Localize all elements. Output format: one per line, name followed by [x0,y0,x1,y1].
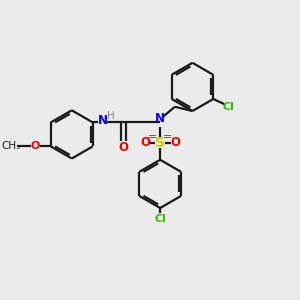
Text: H: H [106,111,114,121]
Text: =: = [148,132,158,142]
Text: N: N [155,112,165,125]
Text: N: N [98,114,108,128]
Text: O: O [170,136,180,149]
Text: Cl: Cl [222,102,234,112]
Text: Cl: Cl [154,214,166,224]
Text: S: S [155,136,165,150]
Text: CH₃: CH₃ [2,142,21,152]
Text: =: = [163,132,172,142]
Text: O: O [31,142,40,152]
Text: O: O [140,136,150,149]
Text: O: O [118,140,128,154]
